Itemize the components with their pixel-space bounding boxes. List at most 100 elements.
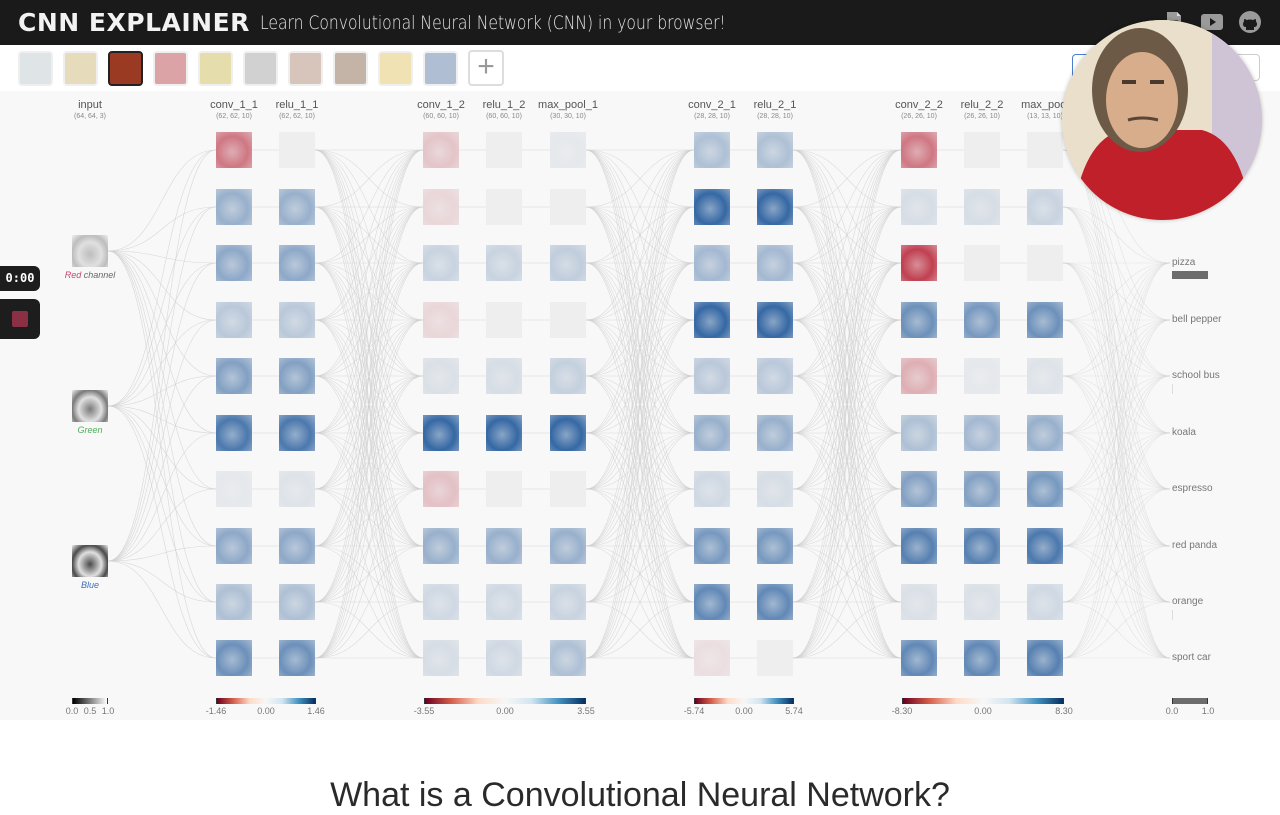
- output-class-label[interactable]: sport car: [1172, 652, 1211, 663]
- feature-map-node[interactable]: [216, 189, 252, 225]
- output-class-label[interactable]: orange: [1172, 596, 1204, 607]
- layer-title[interactable]: max_pool_1: [538, 99, 598, 111]
- feature-map-node[interactable]: [901, 528, 937, 564]
- feature-map-node[interactable]: [757, 302, 793, 338]
- feature-map-node[interactable]: [423, 640, 459, 676]
- output-class-label[interactable]: school bus: [1172, 370, 1220, 381]
- feature-map-node[interactable]: [757, 471, 793, 507]
- feature-map-node[interactable]: [694, 528, 730, 564]
- layer-title[interactable]: conv_2_1: [688, 99, 736, 111]
- feature-map-node[interactable]: [423, 358, 459, 394]
- feature-map-node[interactable]: [550, 415, 586, 451]
- feature-map-node[interactable]: [216, 245, 252, 281]
- image-thumbnail-pizza[interactable]: [108, 51, 143, 86]
- feature-map-node[interactable]: [279, 189, 315, 225]
- feature-map-node[interactable]: [901, 132, 937, 168]
- feature-map-node[interactable]: [279, 132, 315, 168]
- feature-map-node[interactable]: [279, 245, 315, 281]
- feature-map-node[interactable]: [486, 528, 522, 564]
- feature-map-node[interactable]: [757, 584, 793, 620]
- feature-map-node[interactable]: [1027, 132, 1063, 168]
- image-thumbnail-bell-pepper[interactable]: [153, 51, 188, 86]
- layer-title[interactable]: conv_1_2: [417, 99, 465, 111]
- feature-map-node[interactable]: [550, 471, 586, 507]
- feature-map-node[interactable]: [757, 528, 793, 564]
- feature-map-node[interactable]: [901, 415, 937, 451]
- layer-title[interactable]: relu_1_1: [275, 99, 319, 111]
- feature-map-node[interactable]: [216, 584, 252, 620]
- feature-map-node[interactable]: [423, 302, 459, 338]
- feature-map-node[interactable]: [901, 640, 937, 676]
- output-class-label[interactable]: koala: [1172, 427, 1196, 438]
- image-thumbnail-boat[interactable]: [18, 51, 53, 86]
- feature-map-node[interactable]: [550, 245, 586, 281]
- feature-map-node[interactable]: [694, 132, 730, 168]
- feature-map-node[interactable]: [423, 415, 459, 451]
- feature-map-node[interactable]: [694, 358, 730, 394]
- output-class-label[interactable]: bell pepper: [1172, 314, 1222, 325]
- feature-map-node[interactable]: [486, 245, 522, 281]
- feature-map-node[interactable]: [694, 189, 730, 225]
- layer-title[interactable]: conv_2_2: [895, 99, 943, 111]
- image-thumbnail-koala[interactable]: [243, 51, 278, 86]
- feature-map-node[interactable]: [757, 358, 793, 394]
- feature-map-node[interactable]: [694, 415, 730, 451]
- feature-map-node[interactable]: [550, 189, 586, 225]
- feature-map-node[interactable]: [216, 358, 252, 394]
- feature-map-node[interactable]: [423, 471, 459, 507]
- feature-map-node[interactable]: [216, 132, 252, 168]
- feature-map-node[interactable]: [964, 528, 1000, 564]
- feature-map-node[interactable]: [279, 302, 315, 338]
- feature-map-node[interactable]: [486, 302, 522, 338]
- feature-map-node[interactable]: [757, 189, 793, 225]
- feature-map-node[interactable]: [1027, 245, 1063, 281]
- video-icon[interactable]: [1200, 10, 1224, 34]
- feature-map-node[interactable]: [279, 415, 315, 451]
- feature-map-node[interactable]: [964, 358, 1000, 394]
- feature-map-node[interactable]: [279, 358, 315, 394]
- feature-map-node[interactable]: [216, 415, 252, 451]
- feature-map-node[interactable]: [550, 358, 586, 394]
- feature-map-node[interactable]: [423, 528, 459, 564]
- feature-map-node[interactable]: [423, 245, 459, 281]
- input-channel-image[interactable]: [72, 545, 108, 577]
- feature-map-node[interactable]: [423, 584, 459, 620]
- layer-title[interactable]: relu_2_2: [960, 99, 1004, 111]
- image-thumbnail-espresso[interactable]: [288, 51, 323, 86]
- feature-map-node[interactable]: [757, 132, 793, 168]
- feature-map-node[interactable]: [1027, 584, 1063, 620]
- feature-map-node[interactable]: [550, 584, 586, 620]
- feature-map-node[interactable]: [279, 471, 315, 507]
- feature-map-node[interactable]: [901, 358, 937, 394]
- feature-map-node[interactable]: [901, 189, 937, 225]
- image-thumbnail-school-bus[interactable]: [198, 51, 233, 86]
- feature-map-node[interactable]: [550, 302, 586, 338]
- feature-map-node[interactable]: [486, 640, 522, 676]
- feature-map-node[interactable]: [757, 415, 793, 451]
- feature-map-node[interactable]: [964, 132, 1000, 168]
- feature-map-node[interactable]: [1027, 302, 1063, 338]
- feature-map-node[interactable]: [550, 132, 586, 168]
- feature-map-node[interactable]: [1027, 471, 1063, 507]
- feature-map-node[interactable]: [694, 584, 730, 620]
- feature-map-node[interactable]: [1027, 358, 1063, 394]
- feature-map-node[interactable]: [1027, 189, 1063, 225]
- output-class-label[interactable]: red panda: [1172, 540, 1218, 551]
- feature-map-node[interactable]: [279, 528, 315, 564]
- feature-map-node[interactable]: [486, 584, 522, 620]
- stop-recording-button[interactable]: [0, 299, 40, 339]
- layer-title[interactable]: relu_2_1: [753, 99, 797, 111]
- feature-map-node[interactable]: [486, 415, 522, 451]
- feature-map-node[interactable]: [694, 640, 730, 676]
- feature-map-node[interactable]: [550, 640, 586, 676]
- feature-map-node[interactable]: [757, 640, 793, 676]
- feature-map-node[interactable]: [901, 471, 937, 507]
- feature-map-node[interactable]: [694, 302, 730, 338]
- feature-map-node[interactable]: [486, 471, 522, 507]
- layer-title[interactable]: relu_1_2: [482, 99, 526, 111]
- feature-map-node[interactable]: [901, 584, 937, 620]
- feature-map-node[interactable]: [279, 640, 315, 676]
- image-thumbnail-ladybug[interactable]: [63, 51, 98, 86]
- feature-map-node[interactable]: [964, 640, 1000, 676]
- output-class-label[interactable]: pizza: [1172, 257, 1196, 268]
